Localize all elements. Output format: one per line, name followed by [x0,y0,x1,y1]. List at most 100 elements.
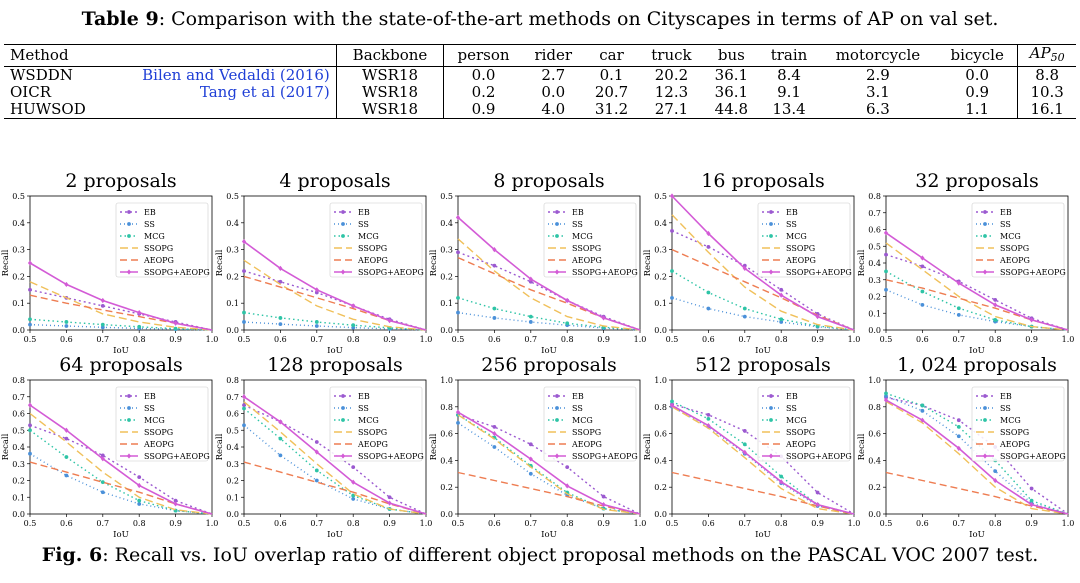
series-line [457,256,641,331]
series-line [243,401,427,515]
cell-car: 20.7 [594,83,629,101]
series-line [457,411,641,515]
y-tick-label: 0.0 [440,326,453,335]
data-point [456,420,460,425]
data-point [278,419,283,425]
series-line [885,400,1069,515]
data-point [314,478,319,483]
x-tick-label: 0.5 [880,519,893,528]
series-line [671,270,855,331]
legend-marker [127,210,131,214]
citation-link[interactable]: Tang et al (2017) [199,83,330,101]
legend-label: SSOPG+AEOPG [1000,452,1066,461]
y-tick-label: 0.3 [226,460,239,469]
cell-method: OICR Tang et al (2017) [4,84,337,101]
series-line [885,471,1069,515]
chart-panel: 2 proposals 0.5 0.6 0.7 0.8 0.9 1.0 0.0 0.1 0.2 0.… [1,170,218,356]
x-tick-label: 1.0 [206,335,219,344]
x-tick-label: 0.9 [169,519,182,528]
method-wrap: OICR Tang et al (2017) [10,84,330,101]
chart-title: 8 proposals [493,170,604,192]
y-tick-label: 0.0 [226,326,239,335]
x-tick-label: 0.6 [488,335,501,344]
legend-label: MCG [358,232,379,241]
data-point [492,306,497,311]
y-tick-label: 0.2 [868,293,881,302]
data-point [779,320,784,324]
series-line [243,396,427,515]
method-wrap: HUWSOD [10,101,330,118]
method-name: WSDDN [10,66,73,84]
legend-label: SSOPG [572,428,601,437]
data-point [100,456,105,462]
y-tick-label: 0.7 [868,209,881,218]
series-line [457,311,641,331]
chart-title: 4 proposals [279,170,390,192]
x-axis-label: IoU [755,346,771,356]
y-tick-label: 0.2 [226,477,239,486]
data-point [492,431,497,437]
y-tick-label: 0.0 [654,510,667,519]
x-tick-label: 0.7 [952,519,965,528]
legend-label: SS [572,404,583,413]
citation-link[interactable]: Bilen and Vedaldi (2016) [142,66,330,84]
legend-marker [341,210,345,214]
series-line [29,318,213,331]
data-point [815,314,820,320]
legend-label: AEOPG [143,256,174,265]
chart-panel: 1, 024 proposals 0.5 0.6 0.7 0.8 0.9 1.0 0.0 0.2… [857,354,1074,540]
header-bicycle: bicycle [937,44,1018,67]
legend-label: SS [786,404,797,413]
y-tick-label: 0.4 [654,456,667,465]
legend-box [329,386,423,462]
data-point [565,465,570,469]
y-tick-label: 0.0 [868,510,881,519]
series-line [243,407,427,515]
y-tick-label: 0.5 [654,192,667,201]
legend-label: AEOPG [571,440,602,449]
data-point [742,314,747,319]
series-line [457,238,641,331]
y-axis-label: Recall [1,433,11,460]
data-point [565,297,570,304]
legend-label: AEOPG [999,440,1030,449]
method-name: HUWSOD [10,100,86,118]
legend-label: SSOPG [358,428,387,437]
data-point [1029,502,1034,508]
legend-marker [769,222,773,226]
data-point [455,409,461,415]
x-tick-label: 0.6 [916,519,929,528]
data-point [883,230,889,236]
data-point [742,449,747,455]
x-tick-label: 1.0 [1062,335,1075,344]
data-point [956,313,961,317]
cell-bicycle: 1.1 [937,101,1018,119]
legend-label: EB [358,208,370,217]
legend-label: AEOPG [357,440,388,449]
y-tick-label: 0.7 [226,393,239,402]
data-point [456,250,460,255]
x-axis-label: IoU [969,530,985,540]
y-tick-label: 0.4 [12,443,25,452]
chart-title: 256 proposals [481,354,617,376]
data-point [100,297,105,304]
data-point [173,326,178,331]
data-point [100,303,105,308]
data-point [64,427,69,433]
y-tick-label: 0.6 [440,430,453,439]
data-point [956,280,961,286]
figure-caption-label: Fig. 6 [41,544,103,566]
legend-label: EB [572,208,584,217]
x-tick-label: 0.5 [666,335,679,344]
y-tick-label: 0.2 [654,272,667,281]
data-point [173,320,178,326]
header-person: person [443,44,523,67]
legend-marker [768,453,774,459]
legend-marker [127,406,131,410]
data-point [742,429,747,433]
x-tick-label: 0.8 [133,335,146,344]
legend-marker [555,222,559,226]
legend-label: EB [572,392,584,401]
legend-marker [127,234,131,238]
data-point [278,265,283,271]
